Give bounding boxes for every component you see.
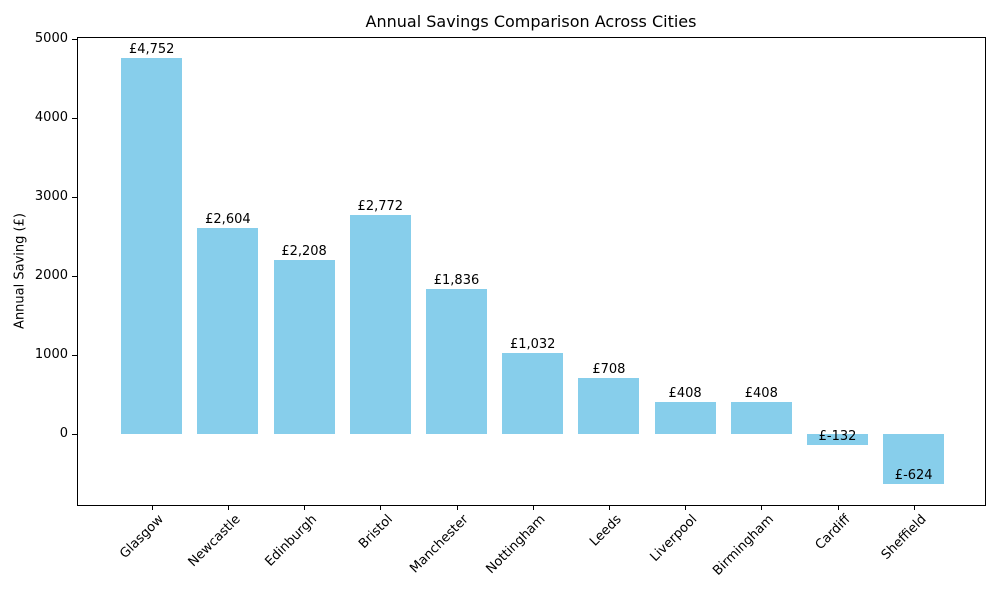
x-tick-mark (913, 505, 915, 510)
y-tick-label: 2000 (34, 268, 68, 284)
x-tick-mark (685, 505, 687, 510)
y-tick-mark (72, 117, 77, 119)
y-tick-mark (72, 196, 77, 198)
bar-nottingham (502, 352, 564, 435)
y-tick-label: 1000 (34, 347, 68, 363)
bar-bristol (349, 215, 411, 435)
bar-glasgow (121, 58, 183, 435)
x-tick-label-bristol: Bristol (356, 512, 396, 552)
x-tick-mark (227, 505, 229, 510)
x-tick-mark (761, 505, 763, 510)
bar-leeds (578, 378, 640, 435)
x-tick-mark (837, 505, 839, 510)
bar-value-label: £408 (744, 386, 778, 401)
y-tick-label: 4000 (34, 109, 68, 125)
x-tick-label-newcastle: Newcastle (185, 512, 244, 570)
x-tick-mark (304, 505, 306, 510)
x-tick-mark (380, 505, 382, 510)
x-tick-label-leeds: Leeds (587, 512, 625, 550)
bar-value-label: £-132 (818, 428, 857, 444)
y-tick-mark (72, 434, 77, 436)
bar-sheffield (883, 434, 945, 484)
x-tick-label-cardiff: Cardiff (812, 512, 854, 554)
chart-title: Annual Savings Comparison Across Cities (365, 12, 697, 31)
y-tick-mark (72, 276, 77, 278)
bar-value-label: £2,604 (205, 212, 251, 228)
bar-liverpool (654, 402, 716, 435)
x-tick-label-manchester: Manchester (407, 512, 473, 577)
bar-value-label: £1,032 (509, 336, 556, 352)
bar-newcastle (197, 228, 259, 435)
x-tick-mark (151, 505, 153, 510)
x-tick-mark (532, 505, 534, 510)
bar-value-label: £708 (592, 362, 626, 378)
x-tick-label-sheffield: Sheffield (878, 512, 930, 563)
y-tick-label: 3000 (34, 188, 68, 204)
x-tick-label-nottingham: Nottingham (483, 512, 549, 577)
bar-value-label: £2,208 (281, 243, 327, 259)
bar-value-label: £2,772 (357, 199, 404, 214)
bar-cardiff (807, 434, 868, 445)
x-tick-label-glasgow: Glasgow (117, 512, 168, 562)
x-tick-label-edinburgh: Edinburgh (262, 512, 320, 570)
y-tick-label: 0 (59, 426, 68, 442)
x-tick-label-birmingham: Birmingham (710, 512, 777, 579)
bar-birmingham (730, 402, 792, 435)
y-tick-mark (72, 38, 77, 40)
y-tick-label: 5000 (34, 30, 68, 46)
bar-value-label: £1,836 (433, 273, 480, 288)
y-tick-mark (72, 355, 77, 357)
bar-manchester (426, 289, 487, 435)
x-tick-mark (456, 505, 458, 510)
x-tick-mark (608, 505, 610, 510)
bar-value-label: £-624 (894, 467, 933, 483)
bar-value-label: £4,752 (128, 42, 175, 58)
bar-edinburgh (273, 259, 335, 435)
bar-value-label: £408 (668, 386, 702, 401)
x-tick-label-liverpool: Liverpool (647, 512, 701, 565)
